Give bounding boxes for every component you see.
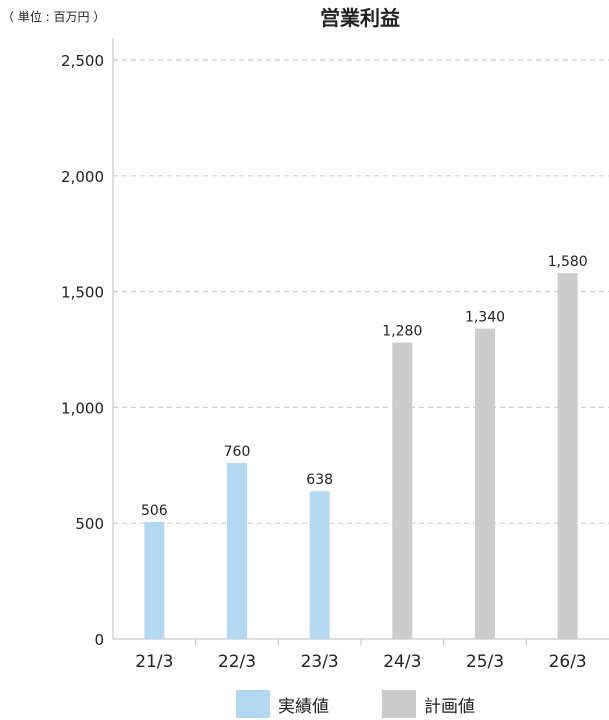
y-tick-label: 1,000 [61,399,104,417]
x-tick-label: 21/3 [135,652,173,672]
data-label: 760 [224,444,251,460]
x-tick-label: 22/3 [218,652,256,672]
data-label: 638 [306,472,333,488]
data-label: 1,280 [382,324,422,340]
y-tick-label: 2,500 [61,52,104,70]
bar [392,342,413,639]
legend-label-actual: 実績値 [278,696,329,717]
y-tick-label: 500 [75,515,104,533]
x-tick-label: 26/3 [549,652,587,672]
legend-swatch-actual [236,690,270,718]
y-tick-label: 1,500 [61,284,104,302]
legend-item-actual: 実績値 [236,690,329,718]
chart-legend: 実績値 計画値 [0,688,609,720]
x-tick-label: 23/3 [301,652,339,672]
bar [227,462,247,639]
x-tick-label: 25/3 [466,652,504,672]
bar [557,273,578,639]
unit-note: （ 単位 : 百万円 ） [2,10,106,24]
data-label: 1,580 [548,254,588,270]
y-tick-label: 0 [94,631,104,649]
legend-item-plan: 計画値 [382,690,475,718]
legend-swatch-plan [382,690,416,718]
data-label: 1,340 [465,310,505,326]
bar [309,491,330,639]
bar-chart: 0 500 1,000 1,500 2,000 2,500 506 21/3 760 22/3 63… [61,38,609,672]
bar [144,521,165,639]
y-tick-label: 2,000 [61,168,104,186]
chart-title: 営業利益 [320,6,400,30]
data-label: 506 [141,503,168,519]
legend-label-plan: 計画値 [424,696,475,717]
bar [475,328,495,639]
x-tick-label: 24/3 [383,652,421,672]
